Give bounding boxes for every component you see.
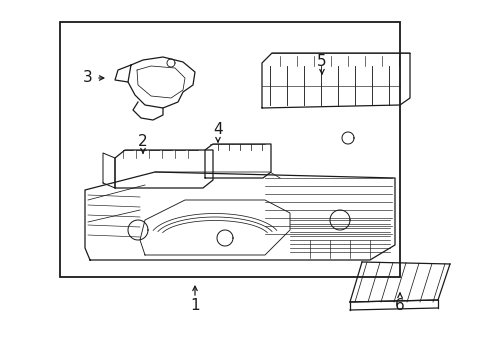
Text: 2: 2 (138, 135, 147, 149)
Bar (60, 22, 399, 277)
Text: 1: 1 (190, 298, 200, 314)
Text: 4: 4 (213, 122, 223, 138)
Text: 5: 5 (317, 54, 326, 69)
Text: 6: 6 (394, 297, 404, 312)
Text: 3: 3 (83, 71, 93, 85)
